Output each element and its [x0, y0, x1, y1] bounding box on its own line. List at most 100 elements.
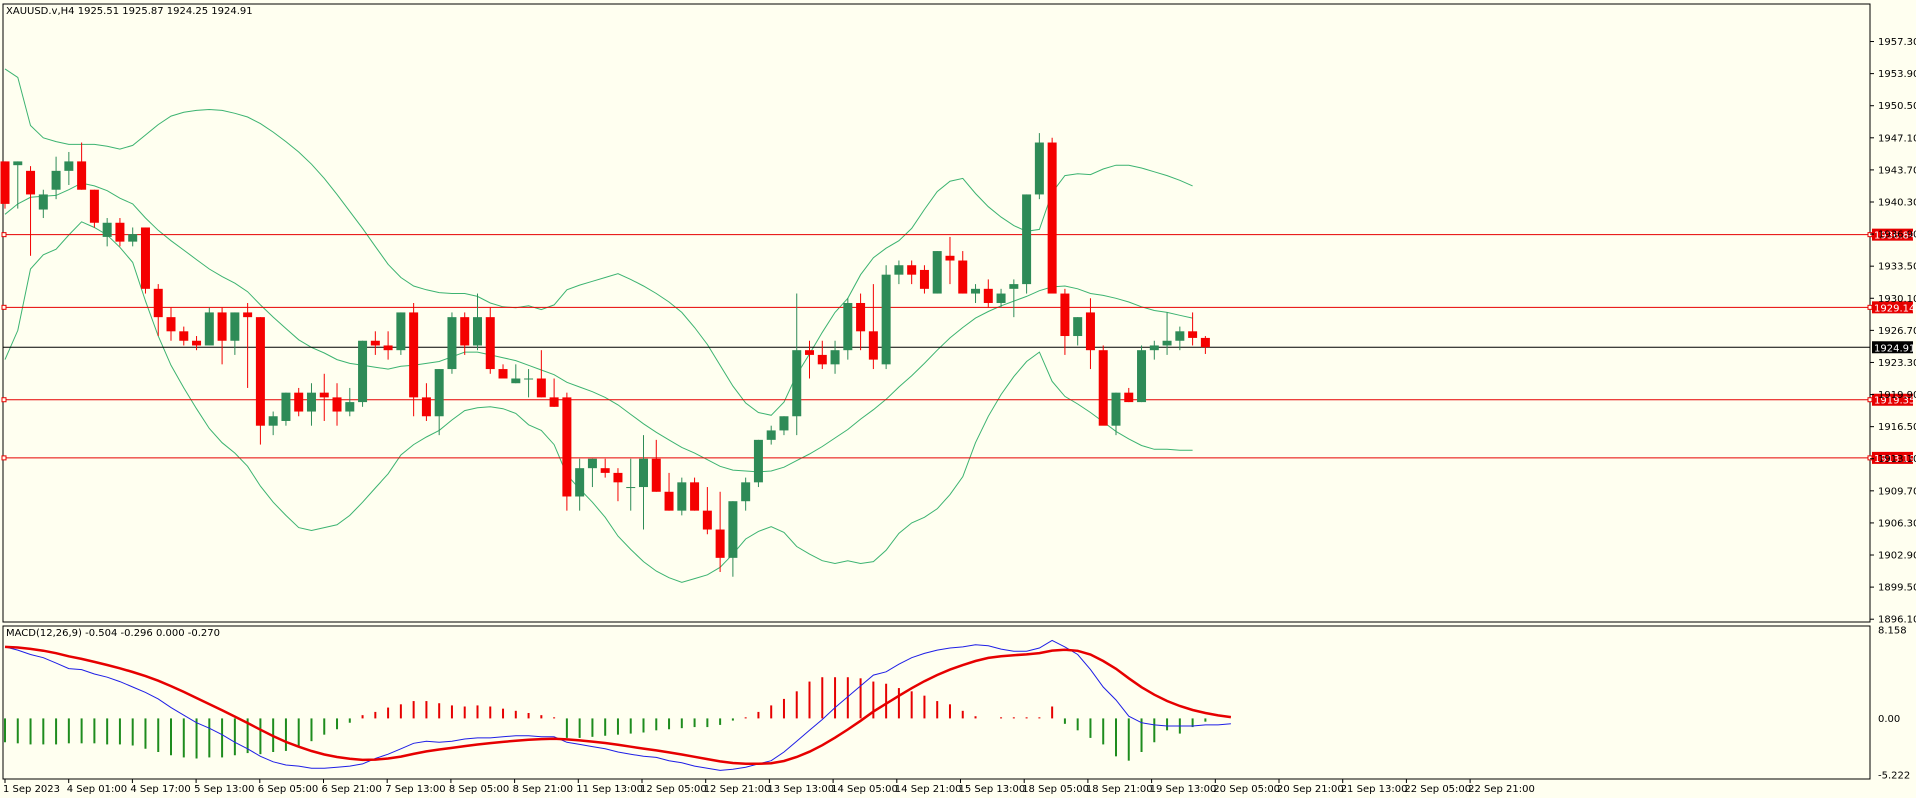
candle: [140, 227, 150, 294]
candle: [434, 369, 444, 436]
macd-panel-border: [2, 625, 1871, 780]
level-marker: [1867, 455, 1873, 461]
time-tick-label: 20 Sep 05:00: [1213, 784, 1280, 795]
candle: [1162, 312, 1172, 355]
candle-body: [383, 345, 393, 351]
candle-body: [549, 397, 559, 407]
time-tick-label: 20 Sep 21:00: [1277, 784, 1344, 795]
candle-body: [753, 439, 763, 483]
candle: [255, 317, 265, 445]
candle: [332, 383, 342, 426]
candle-body: [919, 269, 929, 289]
candle: [268, 411, 278, 436]
candle-body: [1060, 293, 1070, 337]
candle: [587, 458, 597, 488]
candle: [549, 378, 559, 407]
candle-body: [345, 402, 355, 412]
candle-body: [102, 222, 112, 237]
candle: [306, 383, 316, 426]
candle: [536, 350, 546, 398]
candle: [1022, 194, 1032, 294]
candle: [1034, 133, 1044, 200]
candle-body: [1175, 331, 1185, 341]
candle-body: [1200, 337, 1210, 348]
time-tick-label: 22 Sep 21:00: [1468, 784, 1535, 795]
candle: [243, 302, 253, 388]
candle: [996, 288, 1006, 308]
candle: [498, 364, 508, 379]
candle: [868, 284, 878, 370]
time-tick-label: 18 Sep 21:00: [1086, 784, 1153, 795]
time-tick-label: 8 Sep 21:00: [513, 784, 573, 795]
candle: [1060, 288, 1070, 355]
level-price-label: 1919.35: [1874, 396, 1915, 407]
price-tick-label: 1916.50: [1878, 422, 1916, 433]
candle-body: [140, 227, 150, 289]
candle-body: [856, 302, 866, 332]
candle-body: [766, 430, 776, 440]
candle-body: [562, 397, 572, 497]
level-marker: [1867, 397, 1873, 403]
candle: [0, 161, 10, 209]
price-tick-label: 1940.30: [1878, 197, 1916, 208]
candle: [932, 251, 942, 294]
candle: [894, 260, 904, 285]
current-price-label: 1924.91: [1874, 343, 1915, 354]
price-tick-label: 1947.10: [1878, 133, 1916, 144]
candle-body: [294, 392, 304, 412]
candle: [447, 312, 457, 374]
candle: [102, 218, 112, 247]
candle: [651, 439, 661, 492]
candle: [1047, 137, 1057, 294]
candle-body: [255, 317, 265, 426]
price-tick-label: 1936.90: [1878, 230, 1916, 241]
candle: [370, 331, 380, 355]
candle-body: [421, 397, 431, 417]
candle: [690, 477, 700, 511]
candle: [396, 312, 406, 355]
price-tick-label: 1923.30: [1878, 358, 1916, 369]
candle: [626, 458, 636, 511]
candle-body: [932, 251, 942, 294]
candle-body: [843, 302, 853, 351]
macd-axis: 8.158 0.00 -5.222: [1878, 626, 1910, 782]
bollinger-upper-line: [4, 68, 1193, 416]
candle-body: [868, 331, 878, 360]
candle-body: [792, 350, 802, 417]
macd-tick-label: -5.222: [1878, 771, 1910, 782]
time-tick-label: 6 Sep 21:00: [322, 784, 382, 795]
macd-label: MACD(12,26,9) -0.504 -0.296 0.000 -0.270: [6, 628, 220, 639]
candle: [89, 189, 99, 228]
current-price-label-bg: [1872, 341, 1913, 354]
time-tick-label: 14 Sep 05:00: [831, 784, 898, 795]
candle-body: [600, 468, 610, 473]
candle: [792, 293, 802, 436]
candle-body: [1137, 350, 1147, 403]
time-tick-label: 7 Sep 13:00: [385, 784, 445, 795]
candle-body: [281, 392, 291, 421]
candle-body: [1047, 142, 1057, 294]
macd-signal-line: [4, 645, 1232, 766]
candle: [881, 265, 891, 370]
time-tick-label: 13 Sep 13:00: [767, 784, 834, 795]
time-tick-label: 4 Sep 01:00: [67, 784, 127, 795]
candle-body: [51, 170, 61, 190]
macd-indicator: [4, 639, 1232, 771]
candle-body: [13, 161, 23, 166]
candle-body: [881, 274, 891, 365]
candle: [281, 392, 291, 426]
candle: [728, 501, 738, 577]
price-tick-label: 1950.50: [1878, 101, 1916, 112]
candle: [779, 416, 789, 436]
candle-body: [1009, 284, 1019, 289]
candle-body: [1149, 345, 1159, 351]
candle: [230, 312, 240, 355]
bollinger-lower-line: [4, 221, 1193, 583]
candle: [485, 307, 495, 374]
candle-body: [409, 312, 419, 398]
candle: [664, 472, 674, 511]
time-tick-label: 19 Sep 13:00: [1150, 784, 1217, 795]
candle-body: [396, 312, 406, 351]
